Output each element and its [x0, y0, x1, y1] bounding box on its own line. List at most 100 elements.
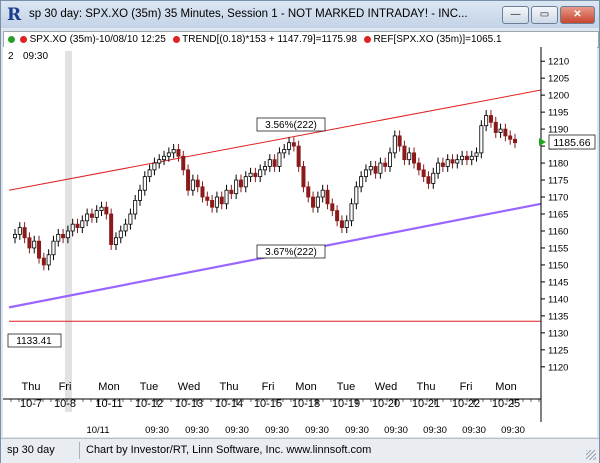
candle-body — [22, 227, 27, 239]
symbol-info[interactable]: SPX.XO (35m)-10/08/10 12:25 — [29, 34, 166, 45]
candle-body — [12, 233, 17, 239]
candle-body — [479, 125, 484, 154]
green-dot-icon — [8, 36, 15, 43]
candle-body — [464, 155, 469, 161]
candle-body — [315, 196, 320, 208]
lower-channel-label-box — [256, 244, 326, 259]
candle-body — [200, 186, 205, 198]
candle-body — [421, 169, 426, 178]
candle-body — [133, 200, 138, 215]
x-day-label: Thu — [417, 381, 436, 393]
close-button[interactable]: ✕ — [560, 6, 595, 24]
candle-body — [258, 169, 263, 178]
candle-body — [210, 200, 215, 208]
candle-body — [359, 176, 364, 188]
candle-body — [224, 189, 229, 205]
x-bottom-label: 09:30 — [501, 425, 525, 436]
candle-body — [80, 220, 85, 228]
y-tick-label: 1165 — [548, 210, 568, 221]
upper-channel-label-box — [256, 117, 326, 132]
x-bottom-label: 09:30 — [345, 425, 369, 436]
y-tick-label: 1150 — [548, 260, 568, 271]
x-date-label: 10-11 — [95, 398, 122, 410]
candle-body — [181, 155, 186, 171]
candle-body — [354, 186, 359, 205]
candle-body — [142, 176, 147, 191]
status-chart-name: sp 30 day — [7, 444, 55, 456]
restore-button[interactable]: ▭ — [531, 6, 558, 24]
x-date-label: 10-14 — [215, 398, 243, 410]
y-tick-label: 1205 — [548, 74, 569, 85]
x-day-label: Mon — [295, 381, 316, 393]
candle-body — [373, 166, 378, 174]
y-tick-label: 1210 — [548, 57, 569, 68]
candle-body — [426, 176, 431, 184]
candle-body — [493, 121, 498, 133]
x-day-label: Thu — [22, 381, 41, 393]
y-tick-label: 1120 — [548, 362, 568, 373]
x-bottom-label: 09:30 — [462, 425, 486, 436]
last-price-badge — [548, 134, 596, 150]
candle-body — [32, 240, 37, 249]
x-bottom-label: 09:30 — [305, 425, 329, 436]
x-bottom-label: 09:30 — [185, 425, 209, 436]
price-chart[interactable]: 2 09:30 1120 1125 1130 1135 1140 1145 1150 1155… — [3, 47, 597, 437]
candle-body — [17, 227, 22, 235]
candle-body — [474, 152, 479, 157]
candle-body — [378, 162, 383, 174]
top-left-time: 09:30 — [23, 51, 48, 62]
candle-body — [320, 189, 325, 198]
candle-body — [392, 135, 397, 154]
y-tick-label: 1160 — [548, 226, 568, 237]
candle-body — [287, 142, 292, 150]
candle-body — [27, 237, 32, 249]
candle-body — [306, 186, 311, 198]
x-date-label: 10-15 — [254, 398, 282, 410]
window-title: sp 30 day: SPX.XO (35m) 35 Minutes, Sess… — [29, 8, 468, 20]
x-day-label: Thu — [220, 381, 239, 393]
candle-body — [311, 196, 316, 208]
trend-info[interactable]: TREND[(0.18)*153 + 1147.79]=1175.98 — [182, 34, 357, 45]
last-price-value: 1185.66 — [553, 137, 590, 149]
red-dot-icon — [363, 36, 371, 43]
x-date-label: 10-7 — [20, 398, 42, 410]
minimize-button[interactable]: — — [502, 6, 529, 24]
candle-body — [455, 159, 460, 164]
status-bar: sp 30 day Chart by Investor/RT, Linn Sof… — [1, 438, 599, 463]
candle-body — [128, 213, 133, 225]
candle-body — [412, 152, 417, 164]
candle-body — [176, 149, 181, 157]
top-left-marker: 2 — [8, 51, 14, 62]
x-date-label: 10-21 — [412, 398, 440, 410]
candle-body — [89, 213, 94, 218]
candle-body — [248, 172, 253, 178]
candle-body — [94, 210, 99, 218]
x-bottom-label: 09:30 — [145, 425, 169, 436]
candle-body — [171, 149, 176, 154]
candle-body — [166, 152, 171, 157]
candle-body — [234, 179, 239, 195]
resize-grip-icon[interactable] — [586, 450, 596, 460]
y-tick-label: 1200 — [548, 91, 569, 102]
candle-body — [445, 159, 450, 167]
candle-body — [219, 196, 224, 205]
ref-info[interactable]: REF[SPX.XO (35m)]=1065.1 — [373, 34, 502, 45]
candle-body — [402, 145, 407, 161]
ref-line-label-box — [7, 333, 62, 348]
x-bottom-label: 10/11 — [86, 425, 109, 436]
candle-body — [238, 179, 243, 188]
x-date-label: 10-19 — [332, 398, 360, 410]
ref-line-label: 1133.41 — [16, 336, 52, 347]
x-day-label: Mon — [98, 381, 119, 393]
y-tick-label: 1175 — [548, 176, 568, 187]
candle-body — [397, 135, 402, 147]
candle-body — [113, 237, 118, 245]
chart-area[interactable]: 2 09:30 1120 1125 1130 1135 1140 1145 1150 1155… — [3, 47, 597, 437]
candle-body — [253, 172, 258, 178]
x-date-label: 10-25 — [492, 398, 520, 410]
candle-body — [85, 213, 90, 222]
x-date-label: 10-8 — [54, 398, 76, 410]
title-bar[interactable]: R sp 30 day: SPX.XO (35m) 35 Minutes, Se… — [1, 1, 599, 28]
candle-body — [56, 233, 61, 242]
